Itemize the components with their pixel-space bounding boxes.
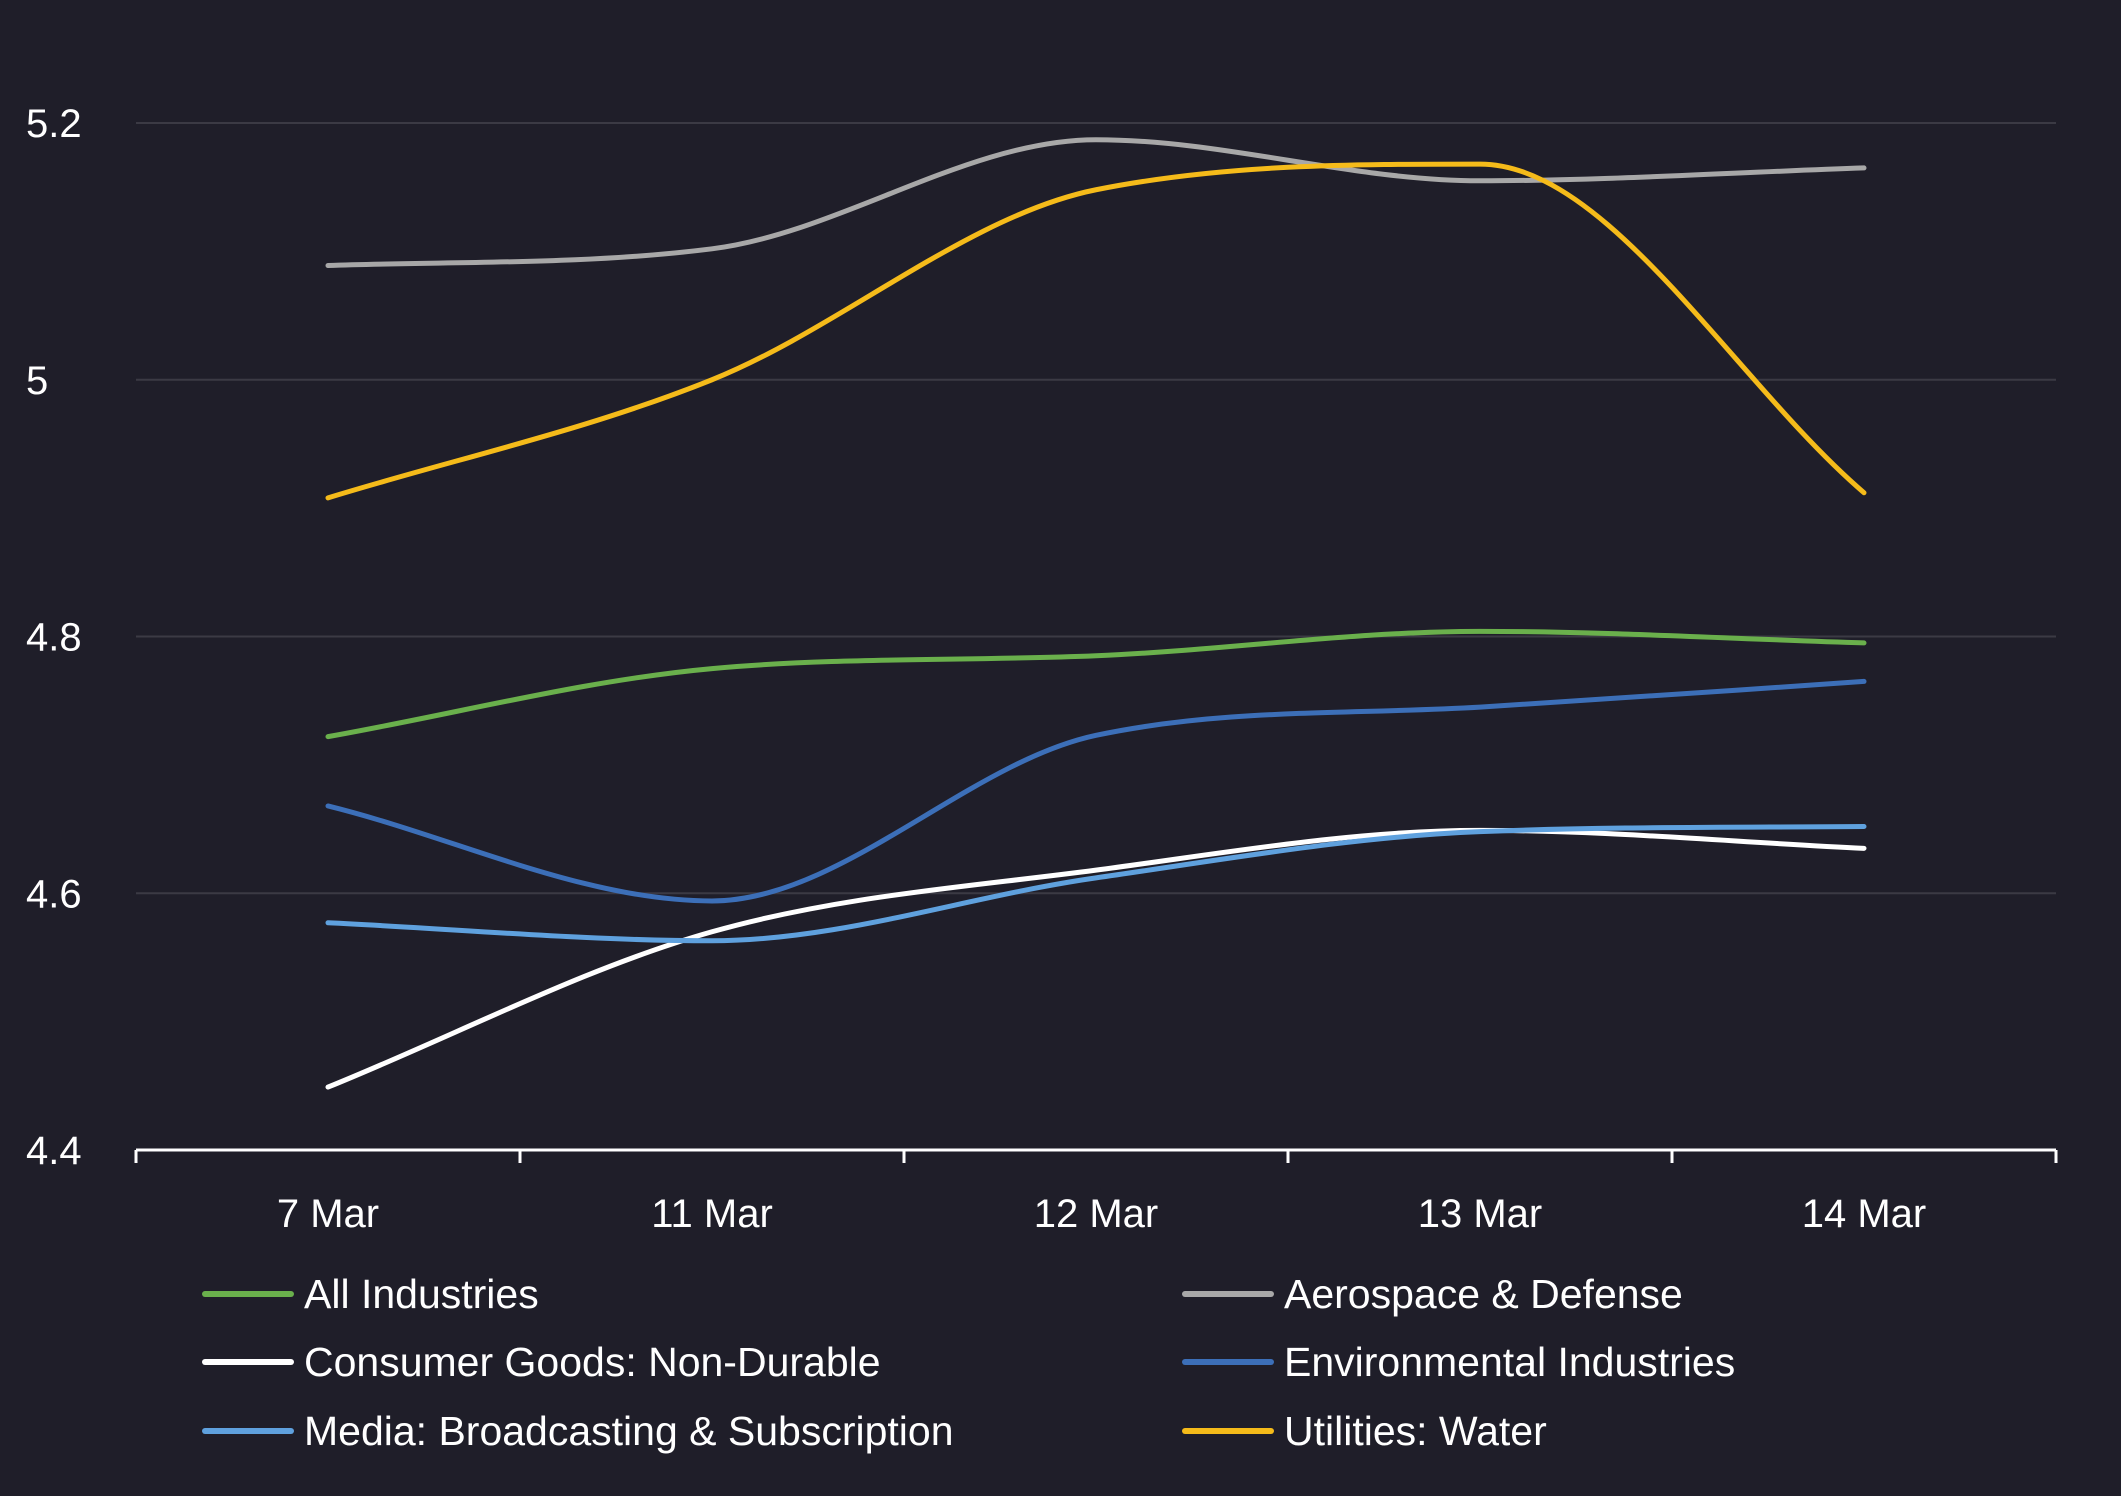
gridlines — [136, 122, 2056, 895]
x-tick-label: 14 Mar — [1802, 1192, 1927, 1236]
x-tick-label: 13 Mar — [1418, 1192, 1543, 1236]
x-tick-labels: 7 Mar 11 Mar 12 Mar 13 Mar 14 Mar — [277, 1192, 1926, 1236]
series-line-all-industries — [325, 628, 1867, 740]
series-line-utilities-water — [325, 161, 1867, 501]
series-line-environmental-industries — [325, 678, 1867, 904]
series-lines — [325, 137, 1867, 1090]
series-line-consumer-goods-non-durable — [325, 827, 1867, 1090]
y-tick-labels: 4.4 4.6 4.8 5 5.2 — [26, 102, 82, 1173]
x-axis — [134, 1148, 2058, 1163]
y-tick-label: 4.6 — [26, 872, 82, 916]
x-tick-label: 12 Mar — [1034, 1192, 1159, 1236]
y-tick-label: 5.2 — [26, 102, 82, 146]
series-line-media-broadcasting-subscription — [325, 823, 1867, 944]
y-tick-label: 4.4 — [26, 1129, 82, 1173]
y-tick-label: 4.8 — [26, 616, 82, 660]
x-tick-label: 7 Mar — [277, 1192, 379, 1236]
y-tick-label: 5 — [26, 359, 48, 403]
x-tick-label: 11 Mar — [651, 1192, 773, 1236]
series-line-aerospace-defense — [325, 137, 1867, 268]
